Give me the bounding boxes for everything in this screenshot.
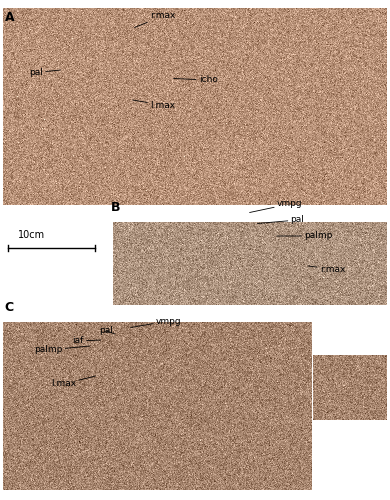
Text: vmpg: vmpg [131,316,182,328]
Text: vmpg: vmpg [250,200,303,212]
Text: r.max: r.max [308,264,345,274]
Text: l.max: l.max [51,376,96,388]
Text: A: A [5,11,14,24]
Text: iaf: iaf [73,336,101,345]
Text: icho: icho [174,76,218,84]
Text: 10cm: 10cm [18,230,45,240]
Text: palmp: palmp [277,232,333,240]
Text: l.max: l.max [133,100,175,110]
Text: pal: pal [29,68,60,77]
Text: pal: pal [99,326,115,336]
Text: pal: pal [257,216,305,224]
Text: C: C [5,301,14,314]
Text: r.max: r.max [135,12,176,28]
Text: B: B [111,201,121,214]
Text: palmp: palmp [34,346,90,354]
